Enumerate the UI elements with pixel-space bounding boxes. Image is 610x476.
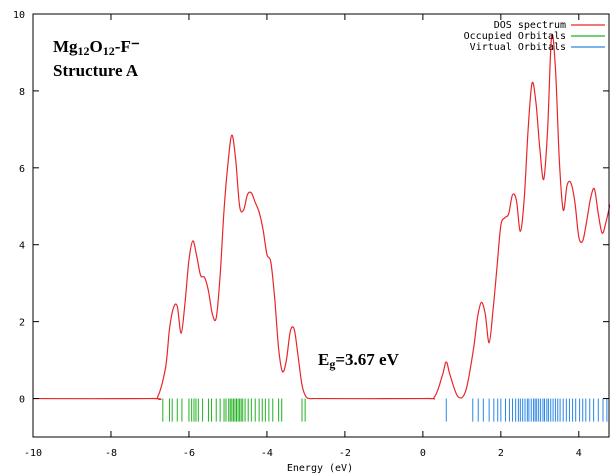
structure-label: Structure A — [53, 61, 139, 80]
x-tick-label: 4 — [576, 448, 582, 459]
legend-label: DOS spectrum — [494, 20, 566, 31]
plot-frame — [32, 13, 610, 438]
band-gap-label: Eg=3.67 eV — [318, 350, 400, 371]
x-tick-label: -10 — [24, 448, 42, 459]
dos-spectrum-line — [32, 34, 610, 401]
legend-label: Virtual Orbitals — [470, 42, 566, 53]
legend-label: Occupied Orbitals — [464, 31, 566, 42]
structure-title: Mg12O12-F⁻ Structure A — [53, 37, 140, 80]
x-tick-label: 2 — [498, 448, 504, 459]
y-tick-label: 10 — [13, 10, 25, 21]
formula-label: Mg12O12-F⁻ — [53, 37, 140, 58]
y-tick-label: 8 — [19, 87, 25, 98]
y-tick-label: 2 — [19, 318, 25, 329]
x-tick-label: -2 — [339, 448, 351, 459]
x-tick-label: 0 — [420, 448, 426, 459]
x-tick-label: -4 — [261, 448, 273, 459]
plot-area — [32, 34, 610, 422]
y-tick-label: 4 — [19, 241, 25, 252]
x-tick-label: -8 — [105, 448, 117, 459]
y-tick-label: 0 — [19, 395, 25, 406]
y-tick-label: 6 — [19, 164, 25, 175]
x-tick-label: -6 — [183, 448, 195, 459]
axes: -10 -8 -6 -4 -2 0 2 4 0 2 4 6 8 10 — [13, 10, 610, 459]
x-axis-label: Energy (eV) — [287, 463, 353, 474]
